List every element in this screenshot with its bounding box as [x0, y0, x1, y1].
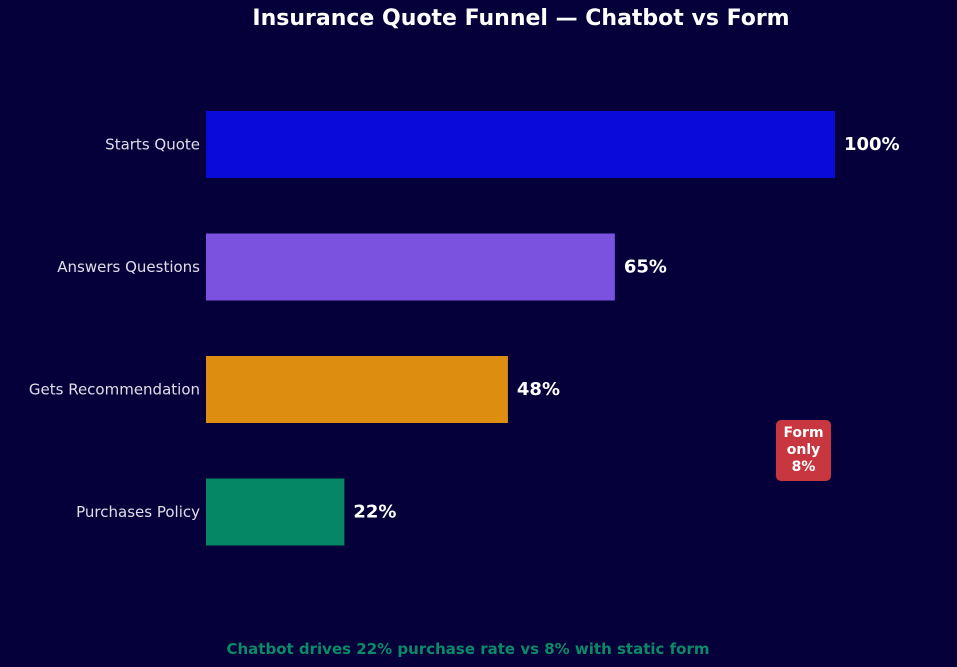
value-label: 22% — [353, 502, 396, 523]
form-only-annotation: Form only 8% — [776, 420, 831, 481]
bar-gets-recommendation — [206, 356, 508, 423]
value-label: 100% — [844, 134, 900, 155]
category-label: Answers Questions — [57, 258, 200, 276]
annotation-line-2: only — [786, 442, 821, 458]
annotation-line-3: 8% — [791, 459, 816, 475]
bar-starts-quote — [206, 111, 835, 178]
bar-purchases-policy — [206, 478, 345, 546]
value-label: 48% — [517, 379, 560, 400]
category-label: Starts Quote — [105, 136, 200, 154]
category-label: Purchases Policy — [76, 503, 200, 521]
annotation-line-1: Form — [783, 425, 824, 441]
footer-note: Chatbot drives 22% purchase rate vs 8% w… — [226, 640, 710, 658]
category-label: Gets Recommendation — [29, 381, 200, 399]
bar-answers-questions — [206, 233, 615, 301]
value-label: 65% — [624, 257, 667, 278]
chart-title: Insurance Quote Funnel — Chatbot vs Form — [252, 6, 790, 31]
